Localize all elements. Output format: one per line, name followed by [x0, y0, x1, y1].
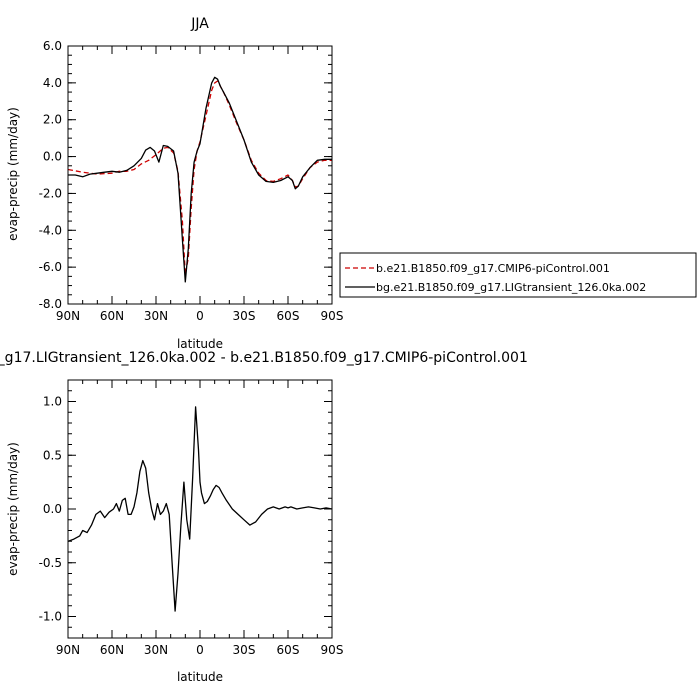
- y-tick-label: 6.0: [43, 39, 62, 53]
- top-chart-legend: b.e21.B1850.f09_g17.CMIP6-piControl.001 …: [339, 252, 697, 298]
- x-tick-label: 60N: [100, 643, 124, 657]
- bottom-chart-y-axis-label: evap-precip (mm/day): [6, 442, 20, 576]
- legend-label-control: b.e21.B1850.f09_g17.CMIP6-piControl.001: [376, 262, 610, 275]
- x-tick-label: 30N: [144, 309, 168, 323]
- top-chart-x-axis-label: latitude: [177, 337, 223, 351]
- series-line-1-0: [67, 406, 333, 612]
- x-tick-label: 0: [196, 309, 204, 323]
- y-tick-label: -8.0: [39, 297, 62, 311]
- x-tick-label: 30N: [144, 643, 168, 657]
- bottom-chart-x-axis-label: latitude: [177, 670, 223, 684]
- x-tick-label: 90N: [56, 643, 80, 657]
- y-tick-label: -1.0: [39, 610, 62, 624]
- x-tick-label: 90S: [321, 309, 344, 323]
- x-tick-label: 60S: [277, 643, 300, 657]
- top-chart-panel: JJA evap-precip (mm/day) latitude 90N 60N…: [6, 16, 697, 351]
- y-tick-label: 0.0: [43, 150, 62, 164]
- bottom-chart-frame: [67, 379, 333, 639]
- legend-label-ligtransient: bg.e21.B1850.f09_g17.LIGtransient_126.0k…: [376, 281, 646, 294]
- y-tick-label: -2.0: [39, 186, 62, 200]
- x-tick-label: 60N: [100, 309, 124, 323]
- bottom-chart-panel: bg.e21.B1850.f09_g17.LIGtransient_126.0k…: [0, 350, 528, 684]
- legend-box: [339, 252, 697, 298]
- x-tick-label: 90S: [321, 643, 344, 657]
- y-tick-label: 4.0: [43, 76, 62, 90]
- x-tick-label: 90N: [56, 309, 80, 323]
- series-line-0-1: [68, 76, 332, 283]
- top-chart-frame: [67, 45, 333, 305]
- top-chart-y-axis-label: evap-precip (mm/day): [6, 107, 20, 241]
- y-tick-label: -0.5: [39, 556, 62, 570]
- x-tick-label: 60S: [277, 309, 300, 323]
- y-tick-label: 2.0: [43, 113, 62, 127]
- y-tick-label: 0.5: [43, 448, 62, 462]
- x-tick-label: 30S: [233, 643, 256, 657]
- bottom-chart-title: bg.e21.B1850.f09_g17.LIGtransient_126.0k…: [0, 350, 528, 366]
- top-chart-title: JJA: [190, 16, 209, 32]
- y-tick-label: -4.0: [39, 223, 62, 237]
- y-tick-label: 0.0: [43, 502, 62, 516]
- x-tick-label: 0: [196, 643, 204, 657]
- y-tick-label: 1.0: [43, 395, 62, 409]
- series-line-0-0: [67, 80, 332, 276]
- y-tick-label: -6.0: [39, 260, 62, 274]
- x-tick-label: 30S: [233, 309, 256, 323]
